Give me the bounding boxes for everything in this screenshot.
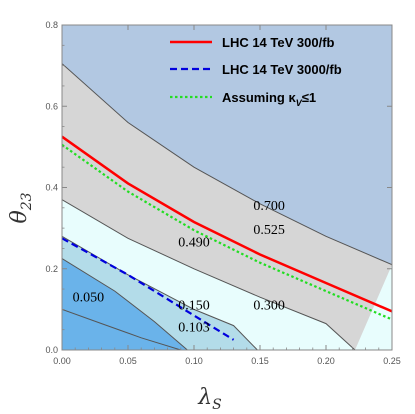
series-line-lhc300: [62, 135, 392, 313]
axes: 0.00 0.05 0.10 0.15 0.20 0.25 0.0 0.2 0.4 0.6 0.8: [45, 20, 400, 366]
legend-item-kappa: Assuming κV≤1: [170, 90, 316, 108]
legend-item-lhc300: LHC 14 TeV 300/fb: [170, 35, 335, 50]
contour-line: [62, 63, 392, 266]
y-tick-label: 0.0: [45, 345, 58, 355]
x-tick-label: 0.25: [383, 356, 401, 366]
contour-label: 0.300: [253, 298, 285, 313]
region-low: [62, 199, 355, 350]
y-tick-label: 0.4: [45, 183, 58, 193]
y-tick-label: 0.2: [45, 264, 58, 274]
contour-label: 0.525: [253, 223, 285, 238]
series-lines: [62, 135, 392, 341]
x-tick-label: 0.10: [185, 356, 203, 366]
contour-label: 0.150: [178, 298, 210, 313]
region-corner: [62, 258, 392, 350]
region-top: [62, 25, 392, 265]
contour-labels: 0.700 0.525 0.490 0.050 0.150 0.300 0.103: [73, 199, 285, 336]
contour-line: [62, 308, 181, 350]
contour-label: 0.050: [73, 290, 105, 305]
legend-label: Assuming κV≤1: [222, 90, 316, 108]
series-line-lhc3000: [62, 237, 235, 341]
shaded-regions: [62, 25, 392, 350]
legend: LHC 14 TeV 300/fb LHC 14 TeV 3000/fb Assum…: [170, 35, 342, 108]
contour-line: [62, 199, 356, 350]
y-tick-label: 0.6: [45, 101, 58, 111]
contour-label: 0.103: [178, 321, 210, 336]
x-tick-label: 0.15: [251, 356, 269, 366]
x-axis-label: λS: [197, 385, 222, 413]
region-mid: [62, 63, 392, 350]
contour-line: [62, 258, 188, 350]
x-tick-label: 0.05: [119, 356, 137, 366]
contour-label: 0.700: [253, 199, 285, 214]
series-line-kappa: [62, 143, 392, 321]
legend-label: LHC 14 TeV 3000/fb: [222, 62, 342, 77]
x-tick-label: 0.00: [53, 356, 71, 366]
legend-item-lhc3000: LHC 14 TeV 3000/fb: [170, 62, 342, 77]
legend-label: LHC 14 TeV 300/fb: [222, 35, 335, 50]
contour-label: 0.490: [178, 235, 210, 250]
y-tick-label: 0.8: [45, 20, 58, 30]
y-axis-label: θ23: [7, 192, 35, 223]
x-tick-label: 0.20: [317, 356, 335, 366]
